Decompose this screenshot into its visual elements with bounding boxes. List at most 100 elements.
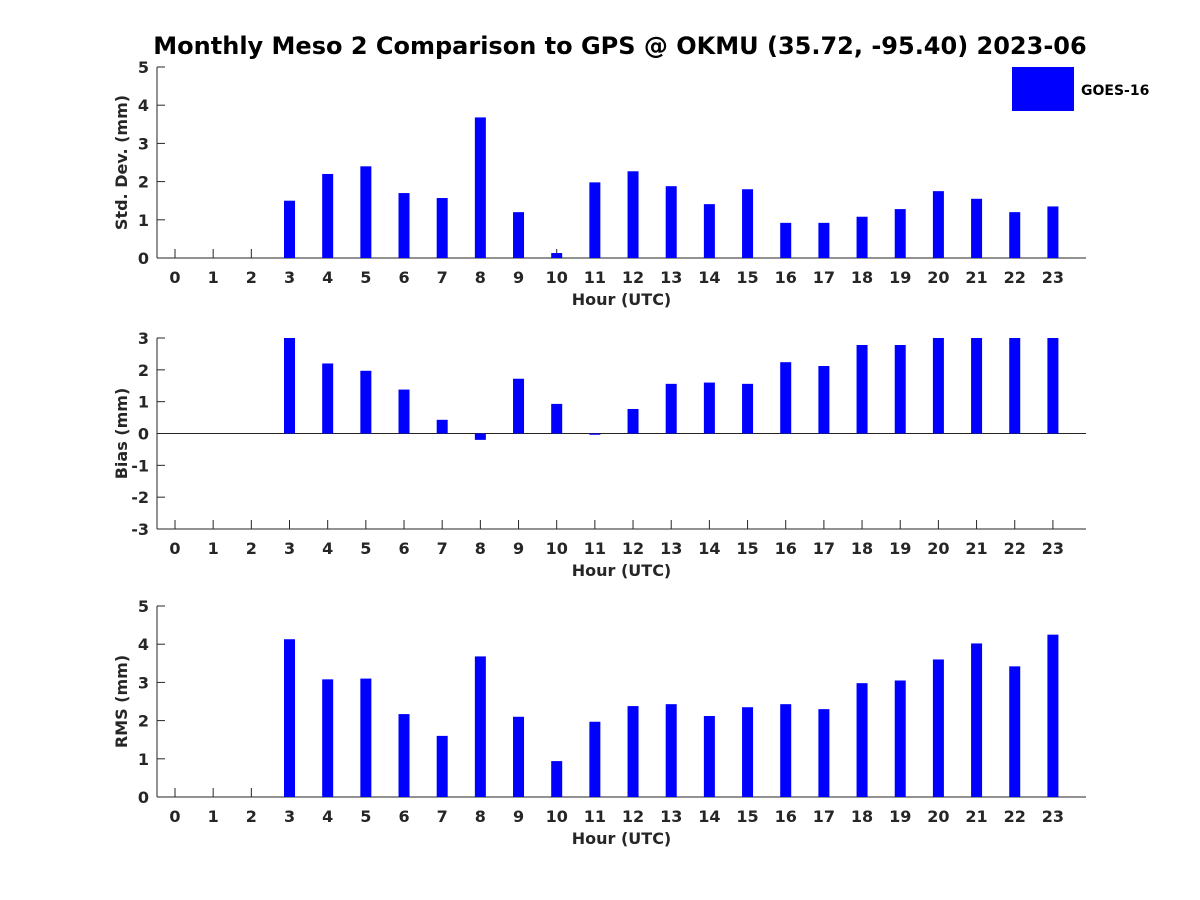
y-tick-label: 0 bbox=[138, 249, 149, 268]
x-tick-label: 12 bbox=[622, 268, 644, 287]
x-tick-label: 13 bbox=[660, 268, 682, 287]
x-tick-label: 9 bbox=[513, 268, 524, 287]
x-tick-label: 10 bbox=[546, 268, 568, 287]
bar-hour-18 bbox=[856, 216, 868, 258]
x-tick-label: 20 bbox=[927, 539, 949, 558]
bar-hour-6 bbox=[398, 193, 410, 258]
bar-hour-9 bbox=[513, 716, 525, 797]
bar-hour-13 bbox=[665, 186, 677, 258]
bar-hour-22 bbox=[1009, 212, 1021, 258]
x-tick-label: 7 bbox=[437, 268, 448, 287]
x-tick-label: 10 bbox=[546, 539, 568, 558]
bar-hour-11 bbox=[589, 182, 601, 258]
y-tick-label: 1 bbox=[138, 211, 149, 230]
x-tick-label: 5 bbox=[360, 268, 371, 287]
bar-hour-5 bbox=[360, 678, 372, 797]
x-tick-label: 22 bbox=[1004, 268, 1026, 287]
x-tick-label: 22 bbox=[1004, 539, 1026, 558]
x-tick-label: 15 bbox=[736, 268, 758, 287]
x-tick-label: 16 bbox=[775, 807, 797, 826]
bar-hour-15 bbox=[742, 383, 754, 434]
x-tick-label: 19 bbox=[889, 539, 911, 558]
bar-hour-18 bbox=[856, 683, 868, 797]
x-tick-label: 21 bbox=[965, 807, 987, 826]
x-tick-label: 5 bbox=[360, 539, 371, 558]
x-tick-label: 3 bbox=[284, 268, 295, 287]
bar-hour-20 bbox=[932, 191, 944, 258]
bar-hour-8 bbox=[474, 117, 486, 258]
y-tick-label: 1 bbox=[138, 750, 149, 769]
x-tick-label: 11 bbox=[584, 268, 606, 287]
bar-hour-23 bbox=[1047, 634, 1059, 797]
x-tick-label: 5 bbox=[360, 807, 371, 826]
bar-hour-6 bbox=[398, 389, 410, 434]
bar-hour-16 bbox=[780, 704, 792, 797]
y-tick-label: -2 bbox=[131, 488, 149, 507]
x-tick-label: 23 bbox=[1042, 539, 1064, 558]
bar-hour-7 bbox=[436, 735, 448, 797]
y-axis-label: Bias (mm) bbox=[112, 388, 131, 480]
bar-hour-23 bbox=[1047, 206, 1059, 258]
bar-hour-18 bbox=[856, 345, 868, 434]
bar-hour-19 bbox=[894, 209, 906, 258]
bar-hour-14 bbox=[703, 382, 715, 434]
y-tick-label: -1 bbox=[131, 456, 149, 475]
x-tick-label: 19 bbox=[889, 268, 911, 287]
x-tick-label: 12 bbox=[622, 539, 644, 558]
bar-hour-7 bbox=[436, 198, 448, 258]
x-tick-label: 19 bbox=[889, 807, 911, 826]
x-tick-label: 13 bbox=[660, 539, 682, 558]
x-tick-label: 2 bbox=[246, 268, 257, 287]
x-tick-label: 14 bbox=[698, 268, 720, 287]
x-tick-label: 21 bbox=[965, 268, 987, 287]
bar-hour-12 bbox=[627, 706, 639, 797]
y-tick-label: 5 bbox=[138, 597, 149, 616]
bar-hour-21 bbox=[971, 338, 983, 434]
x-tick-label: 14 bbox=[698, 539, 720, 558]
x-tick-label: 3 bbox=[284, 807, 295, 826]
x-tick-label: 17 bbox=[813, 539, 835, 558]
legend: GOES-16 bbox=[1012, 67, 1149, 111]
bar-hour-4 bbox=[322, 363, 334, 434]
x-tick-label: 0 bbox=[169, 268, 180, 287]
x-tick-label: 8 bbox=[475, 539, 486, 558]
x-tick-label: 0 bbox=[169, 807, 180, 826]
bar-hour-12 bbox=[627, 408, 639, 434]
x-tick-label: 11 bbox=[584, 807, 606, 826]
x-axis-label: Hour (UTC) bbox=[572, 829, 672, 848]
bar-hour-17 bbox=[818, 366, 830, 434]
x-tick-label: 7 bbox=[437, 807, 448, 826]
bar-hour-16 bbox=[780, 362, 792, 434]
bar-hour-3 bbox=[284, 338, 296, 434]
bar-hour-3 bbox=[284, 639, 296, 797]
bar-hour-9 bbox=[513, 378, 525, 434]
bar-hour-8 bbox=[474, 433, 486, 440]
x-tick-label: 23 bbox=[1042, 807, 1064, 826]
bar-hour-23 bbox=[1047, 338, 1059, 434]
y-axis-label: Std. Dev. (mm) bbox=[112, 95, 131, 230]
bar-hour-13 bbox=[665, 704, 677, 797]
x-tick-label: 20 bbox=[927, 268, 949, 287]
bar-hour-10 bbox=[551, 253, 563, 258]
bar-hour-4 bbox=[322, 679, 334, 797]
x-tick-label: 21 bbox=[965, 539, 987, 558]
x-tick-label: 3 bbox=[284, 539, 295, 558]
y-tick-label: -3 bbox=[131, 520, 149, 539]
bar-hour-15 bbox=[742, 189, 754, 258]
y-tick-label: 2 bbox=[138, 173, 149, 192]
bar-hour-3 bbox=[284, 200, 296, 258]
x-tick-label: 1 bbox=[208, 268, 219, 287]
bar-hour-11 bbox=[589, 433, 601, 435]
x-tick-label: 15 bbox=[736, 539, 758, 558]
x-tick-label: 7 bbox=[437, 539, 448, 558]
chart-title: Monthly Meso 2 Comparison to GPS @ OKMU … bbox=[153, 32, 1086, 60]
y-tick-label: 3 bbox=[138, 329, 149, 348]
x-tick-label: 1 bbox=[208, 539, 219, 558]
y-tick-label: 2 bbox=[138, 361, 149, 380]
bar-hour-4 bbox=[322, 173, 334, 258]
x-tick-label: 4 bbox=[322, 807, 333, 826]
y-tick-label: 3 bbox=[138, 673, 149, 692]
x-tick-label: 1 bbox=[208, 807, 219, 826]
